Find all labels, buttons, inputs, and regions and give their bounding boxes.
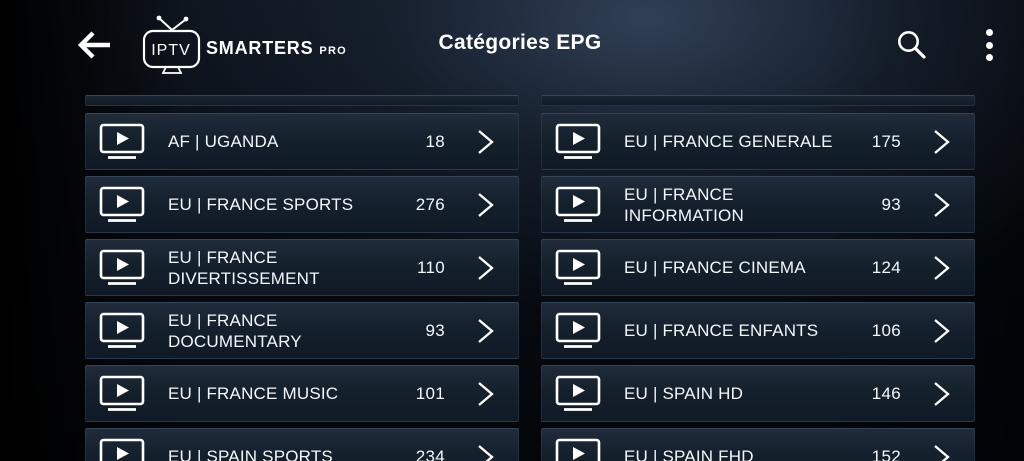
logo-smarters-text: SMARTERS: [206, 37, 314, 58]
chevron-right-icon: [475, 129, 496, 155]
logo-pro-text: PRO: [319, 44, 347, 57]
live-tv-icon: [555, 249, 601, 287]
live-tv-icon: [555, 312, 601, 350]
category-row[interactable]: EU | FRANCE GENERALE 175: [541, 113, 975, 170]
category-row[interactable]: EU | SPAIN FHD 152: [541, 428, 975, 461]
search-icon: [898, 31, 926, 59]
category-name: EU | FRANCE DIVERTISSEMENT: [168, 247, 320, 288]
app-header: IPTV SMARTERS PRO Catégories EPG: [0, 0, 1024, 90]
chevron-right-icon: [475, 318, 496, 344]
category-count: 93: [881, 194, 901, 214]
category-name: EU | SPAIN HD: [624, 384, 744, 403]
chevron-right-icon: [931, 129, 952, 155]
category-count: 110: [416, 257, 445, 277]
category-count: 106: [871, 320, 901, 340]
chevron-right-icon: [931, 318, 952, 344]
column-right: EU | FRANCE GENERALE 175 EU | FRANCE INF…: [541, 95, 975, 461]
logo-iptv-text: IPTV: [151, 42, 191, 59]
category-count: 93: [425, 320, 445, 340]
list-row-partial[interactable]: [541, 95, 975, 106]
category-name: EU | SPAIN FHD: [624, 447, 754, 461]
column-left: AF | UGANDA 18 EU | FRANCE SPORTS 276: [85, 95, 519, 461]
kebab-dot: [985, 41, 993, 49]
category-row[interactable]: EU | FRANCE CINEMA 124: [541, 239, 975, 296]
epg-category-list: AF | UGANDA 18 EU | FRANCE SPORTS 276: [85, 95, 975, 461]
chevron-right-icon: [931, 381, 952, 407]
chevron-right-icon: [475, 381, 496, 407]
category-count: 175: [871, 131, 901, 151]
back-arrow-icon: [77, 31, 110, 59]
kebab-dot: [985, 54, 993, 61]
category-count: 276: [415, 194, 445, 214]
live-tv-icon: [99, 186, 145, 224]
category-row[interactable]: EU | FRANCE INFORMATION 93: [541, 176, 975, 233]
tv-logo-icon: IPTV: [140, 14, 204, 76]
overflow-menu-button[interactable]: [980, 27, 998, 63]
category-row[interactable]: EU | SPAIN SPORTS 234: [85, 428, 519, 461]
category-row[interactable]: EU | FRANCE SPORTS 276: [85, 176, 519, 233]
category-row[interactable]: EU | SPAIN HD 146: [541, 365, 975, 422]
chevron-right-icon: [931, 192, 952, 218]
header-actions: [894, 27, 1024, 63]
category-name: EU | FRANCE GENERALE: [624, 132, 833, 151]
live-tv-icon: [99, 375, 145, 413]
live-tv-icon: [555, 186, 601, 224]
category-name: AF | UGANDA: [168, 132, 279, 151]
category-name: EU | FRANCE INFORMATION: [624, 184, 744, 225]
category-name: EU | FRANCE SPORTS: [168, 195, 354, 214]
back-button[interactable]: [76, 30, 114, 60]
chevron-right-icon: [475, 255, 496, 281]
category-count: 124: [871, 257, 901, 277]
live-tv-icon: [555, 438, 601, 461]
live-tv-icon: [99, 249, 145, 287]
chevron-right-icon: [475, 192, 496, 218]
live-tv-icon: [555, 123, 601, 161]
chevron-right-icon: [475, 444, 496, 461]
category-name: EU | FRANCE CINEMA: [624, 258, 806, 277]
live-tv-icon: [99, 438, 145, 461]
category-row[interactable]: EU | FRANCE DIVERTISSEMENT 110: [85, 239, 519, 296]
category-count: 146: [871, 383, 901, 403]
category-count: 152: [871, 446, 901, 461]
category-name: EU | FRANCE DOCUMENTARY: [168, 310, 302, 351]
page-title: Catégories EPG: [438, 31, 602, 54]
app-logo: IPTV SMARTERS PRO: [140, 14, 347, 76]
category-count: 101: [415, 383, 445, 403]
category-row[interactable]: EU | FRANCE MUSIC 101: [85, 365, 519, 422]
category-name: EU | SPAIN SPORTS: [168, 447, 333, 461]
category-name: EU | FRANCE ENFANTS: [624, 321, 819, 340]
chevron-right-icon: [931, 444, 952, 461]
category-row[interactable]: EU | FRANCE ENFANTS 106: [541, 302, 975, 359]
logo-wordmark: SMARTERS PRO: [206, 38, 347, 59]
kebab-dot: [985, 29, 993, 36]
list-row-partial[interactable]: [85, 95, 519, 106]
category-row[interactable]: EU | FRANCE DOCUMENTARY 93: [85, 302, 519, 359]
search-button[interactable]: [894, 28, 928, 62]
category-count: 234: [415, 446, 445, 461]
category-row[interactable]: AF | UGANDA 18: [85, 113, 519, 170]
category-count: 18: [425, 131, 445, 151]
live-tv-icon: [555, 375, 601, 413]
live-tv-icon: [99, 312, 145, 350]
chevron-right-icon: [931, 255, 952, 281]
category-name: EU | FRANCE MUSIC: [168, 384, 339, 403]
live-tv-icon: [99, 123, 145, 161]
